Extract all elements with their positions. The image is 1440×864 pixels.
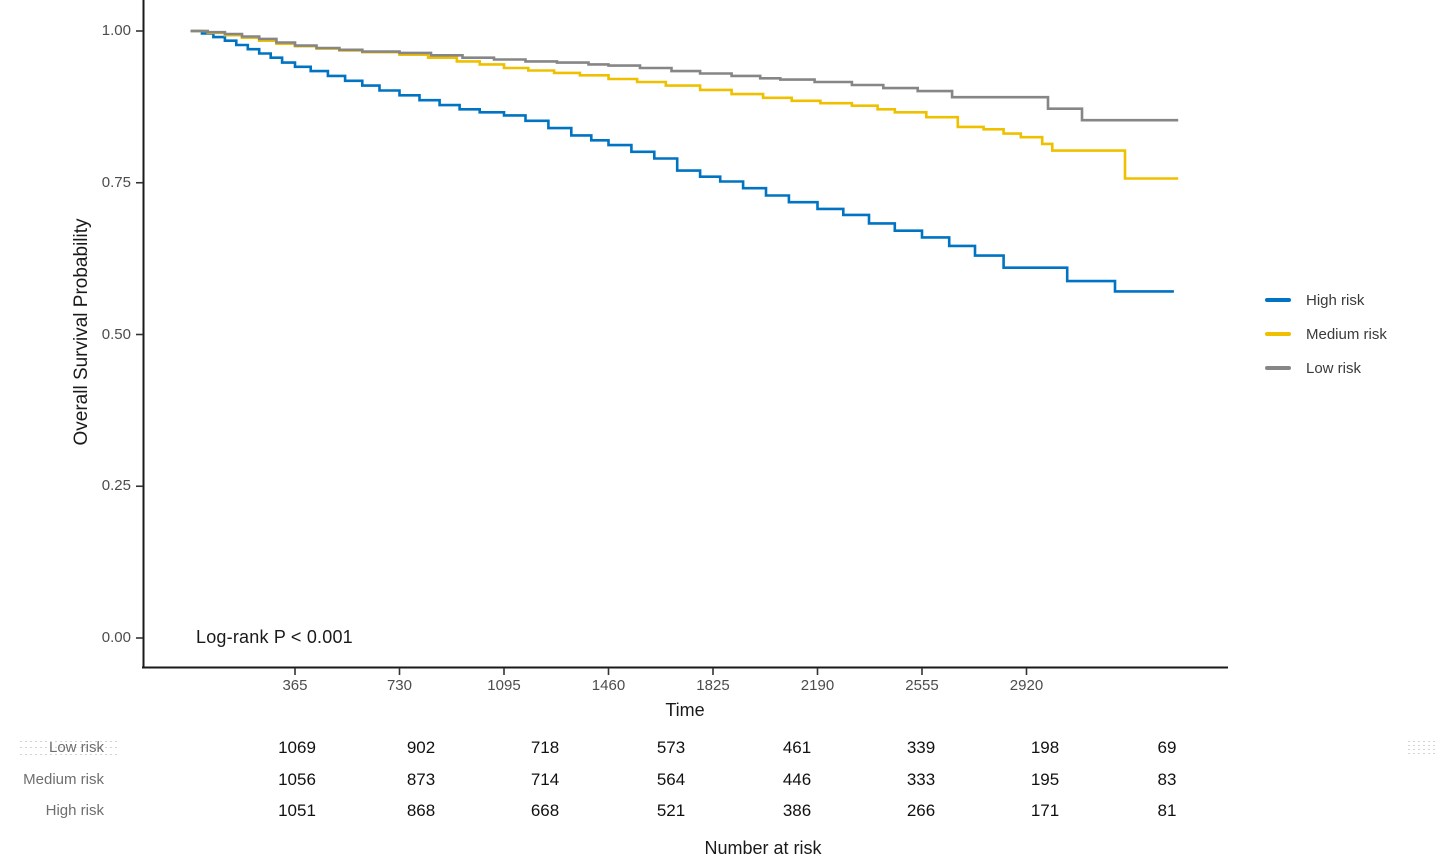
x-tick-label: 365 [282,677,308,694]
risk-count: 521 [656,801,686,820]
risk-row-label-medium-risk: Medium risk [23,770,104,788]
risk-count: 195 [1030,769,1060,789]
risk-count: 83 [1157,769,1177,789]
legend-item-medium-risk: Medium risk [1265,317,1387,351]
x-tick-label: 2555 [905,677,939,694]
risk-count: 564 [656,769,686,789]
risk-count: 461 [782,738,812,757]
legend-line-swatch [1265,366,1291,370]
x-tick-label: 1095 [487,677,521,694]
risk-count: 1069 [278,738,316,757]
risk-count: 333 [906,769,936,789]
risk-row-label-high-risk: High risk [45,802,104,819]
legend-line-swatch [1265,298,1291,302]
legend-item-high-risk: High risk [1265,283,1387,317]
y-tick-label: 0.50 [101,325,131,343]
survival-curve-low-risk [190,29,1179,122]
risk-count: 81 [1157,801,1177,820]
legend-label: High risk [1306,291,1365,309]
risk-count: 446 [782,769,812,789]
risk-count: 339 [906,738,936,757]
risk-count: 69 [1157,738,1177,757]
risk-count: 718 [530,738,560,757]
y-tick-label: 0.00 [101,629,131,646]
logrank-annotation: Log-rank P < 0.001 [196,627,353,647]
y-tick-label: 0.75 [101,173,131,191]
y-tick-label: 0.25 [101,477,131,495]
x-tick-label: 1825 [696,677,730,694]
x-tick-label: 1460 [591,677,626,694]
risk-row-label-low-risk: Low risk [48,739,104,756]
risk-count: 386 [782,801,812,820]
risk-count: 573 [656,738,686,757]
risk-count: 668 [530,801,560,820]
risk-count: 902 [406,738,436,757]
risk-count: 873 [406,769,436,789]
risk-count: 868 [406,801,436,820]
legend-label: Low risk [1306,359,1362,377]
risk-table-title: Number at risk [704,838,822,858]
legend: High risk Medium risk Low risk [1265,283,1387,385]
risk-count: 1051 [278,801,316,820]
risk-count: 714 [530,769,560,789]
x-tick-label: 2920 [1009,677,1044,694]
x-tick-label: 2190 [800,677,835,694]
x-axis-title: Time [665,700,705,720]
risk-count: 171 [1030,801,1060,820]
legend-label: Medium risk [1306,325,1387,343]
legend-line-swatch [1265,332,1291,336]
legend-item-low-risk: Low risk [1265,351,1387,385]
risk-count: 1056 [278,769,316,789]
survival-curve-medium-risk [190,29,1179,180]
x-tick-label: 730 [386,677,412,694]
survival-curve-high-risk [190,29,1174,293]
risk-count: 266 [906,801,936,820]
y-tick-label: 1.00 [101,22,131,39]
risk-count: 198 [1030,738,1060,757]
